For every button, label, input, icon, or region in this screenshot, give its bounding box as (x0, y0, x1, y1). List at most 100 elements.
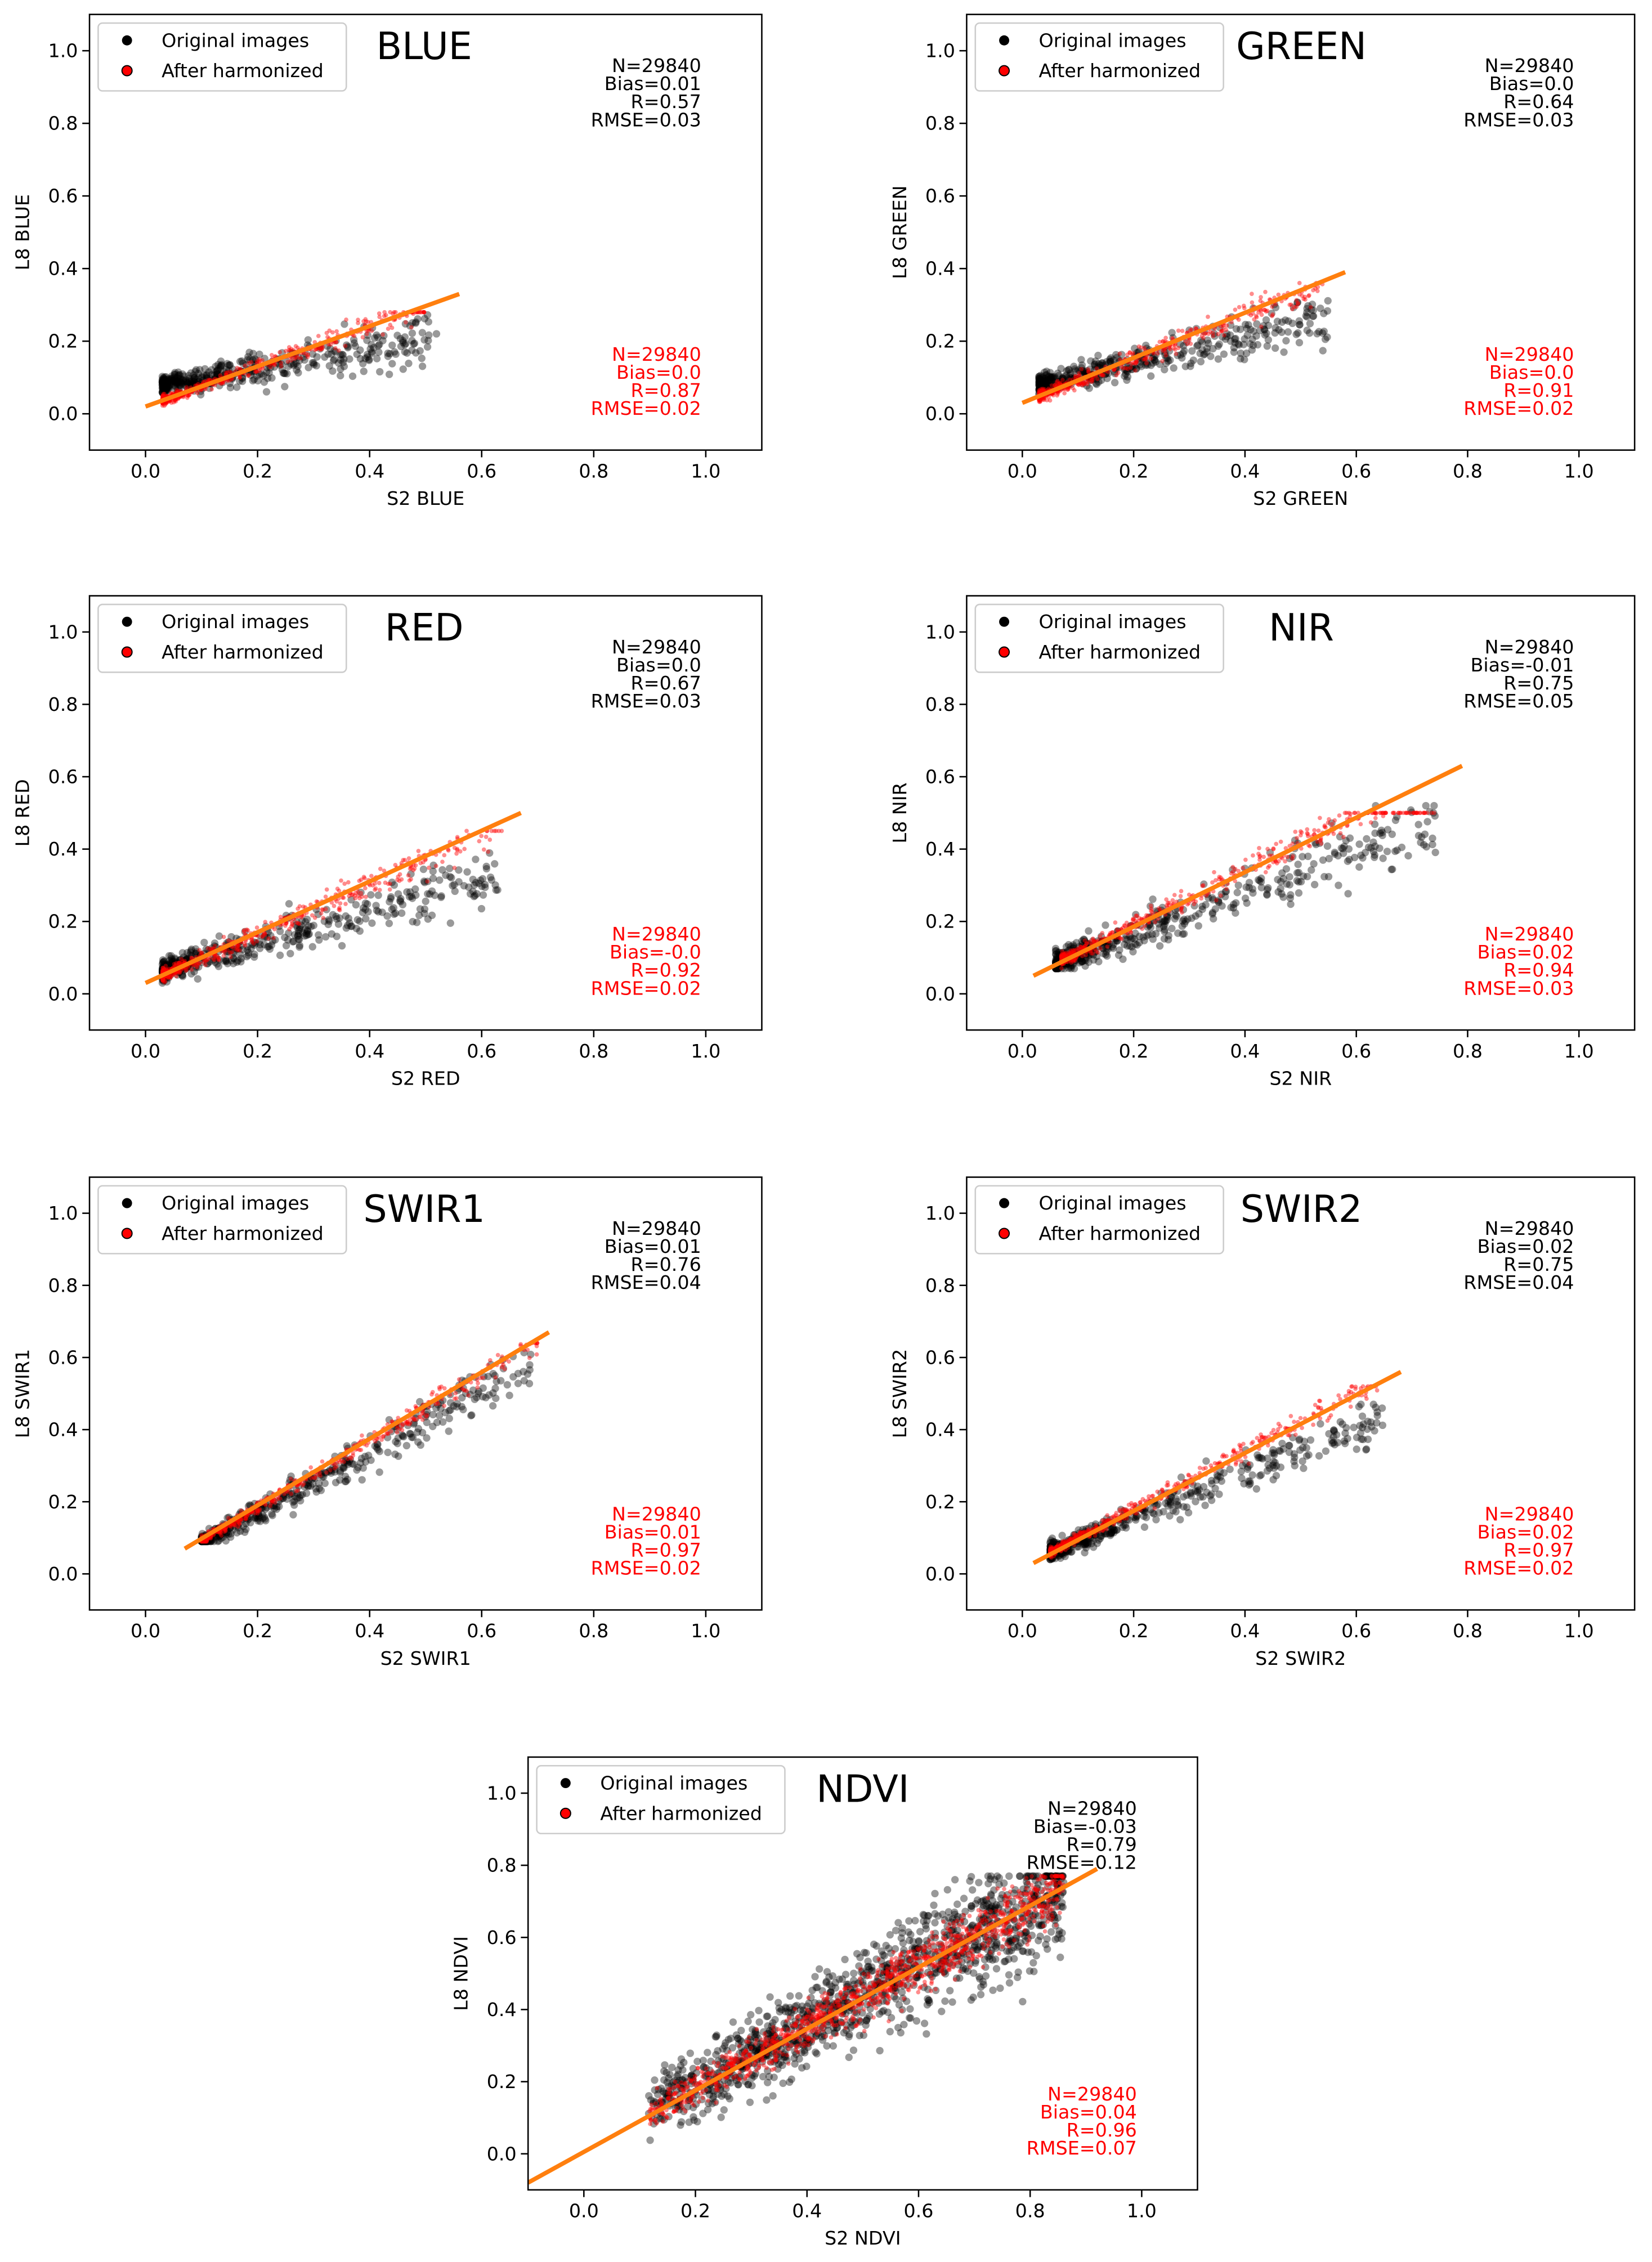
harmonized-point (1372, 810, 1377, 816)
original-point (1430, 809, 1438, 817)
original-point (1274, 888, 1282, 896)
harmonized-point (1381, 810, 1386, 816)
original-point (1035, 373, 1043, 380)
original-point (450, 881, 458, 889)
harmonized-point (349, 1456, 354, 1461)
original-point (182, 955, 191, 963)
original-point (1181, 917, 1190, 925)
harmonized-point (162, 966, 167, 971)
original-point (263, 943, 272, 951)
harmonized-point (1208, 329, 1213, 334)
original-point (426, 890, 434, 898)
harmonized-point (487, 837, 493, 842)
harmonized-point (1259, 312, 1264, 317)
original-point (245, 949, 253, 957)
original-point (254, 1517, 262, 1525)
harmonized-point (382, 313, 387, 319)
original-point (1334, 852, 1342, 860)
harmonized-point (172, 398, 177, 402)
x-tick-label: 0.2 (1119, 460, 1149, 482)
harmonized-point (297, 904, 302, 909)
harmonized-point (1066, 951, 1071, 955)
harmonized-point (1139, 345, 1144, 350)
original-point (294, 931, 302, 939)
original-point (1036, 384, 1044, 392)
original-point (1077, 356, 1085, 364)
harmonized-point (184, 967, 189, 972)
harmonized-point (203, 1539, 208, 1544)
harmonized-point (1141, 357, 1146, 362)
harmonized-point (1323, 825, 1328, 830)
original-point (361, 355, 369, 362)
original-point (436, 876, 444, 884)
original-point (361, 899, 370, 907)
harmonized-point (1318, 837, 1323, 842)
original-point (398, 909, 406, 917)
harmonized-point (1233, 307, 1238, 312)
harmonized-point (1059, 955, 1064, 960)
original-point (1035, 376, 1043, 384)
harmonized-point (388, 310, 393, 315)
harmonized-point (1296, 301, 1301, 306)
original-point (169, 957, 177, 966)
original-point (310, 921, 317, 929)
original-point (387, 893, 395, 901)
harmonized-point (1384, 810, 1389, 816)
harmonized-point (218, 1531, 222, 1536)
original-point (1123, 935, 1131, 944)
original-point (188, 381, 196, 389)
harmonized-point (339, 1458, 344, 1463)
harmonized-point (1250, 292, 1254, 296)
legend-harmonized-marker (999, 65, 1010, 77)
harmonized-point (209, 387, 214, 392)
harmonized-point (1176, 328, 1181, 333)
original-point (472, 879, 480, 886)
original-point (165, 957, 173, 965)
harmonized-point (1257, 857, 1262, 862)
original-point (359, 908, 367, 916)
original-point (523, 1370, 532, 1378)
harmonized-point (1373, 816, 1378, 821)
harmonized-point (1037, 398, 1042, 403)
original-point (259, 372, 267, 380)
harmonized-point (253, 1511, 258, 1516)
original-point (165, 375, 173, 383)
original-point (294, 369, 302, 377)
original-point (1036, 384, 1044, 392)
harmonized-point (1060, 378, 1065, 382)
harmonized-point (378, 866, 383, 871)
original-point (249, 350, 257, 357)
original-point (242, 1520, 250, 1528)
original-point (329, 1463, 337, 1472)
harmonized-point (1118, 936, 1123, 940)
chart-title: RED (385, 606, 464, 650)
harmonized-point (244, 1516, 248, 1521)
original-point (1376, 829, 1384, 837)
harmonized-point (347, 894, 351, 898)
harmonized-point (351, 1451, 355, 1455)
original-point (499, 1364, 508, 1373)
harmonized-point (243, 363, 248, 368)
original-point (1132, 365, 1140, 373)
harmonized-point (168, 975, 173, 979)
original-point (1107, 357, 1114, 365)
original-point (267, 1502, 275, 1510)
original-point (216, 1531, 225, 1539)
original-point (1152, 358, 1160, 366)
original-point (168, 378, 176, 386)
original-point (1046, 375, 1054, 383)
original-point (255, 938, 263, 946)
original-point (1198, 905, 1206, 913)
original-point (1120, 940, 1129, 948)
original-point (1179, 917, 1187, 925)
harmonized-point (1301, 297, 1306, 301)
original-point (1048, 377, 1056, 384)
original-point (303, 926, 311, 934)
original-point (252, 356, 260, 364)
harmonized-point (1383, 810, 1387, 816)
original-point (159, 384, 168, 392)
original-point (1095, 957, 1103, 966)
original-point (187, 369, 195, 377)
harmonized-point (1091, 939, 1096, 944)
harmonized-point (1125, 352, 1130, 357)
